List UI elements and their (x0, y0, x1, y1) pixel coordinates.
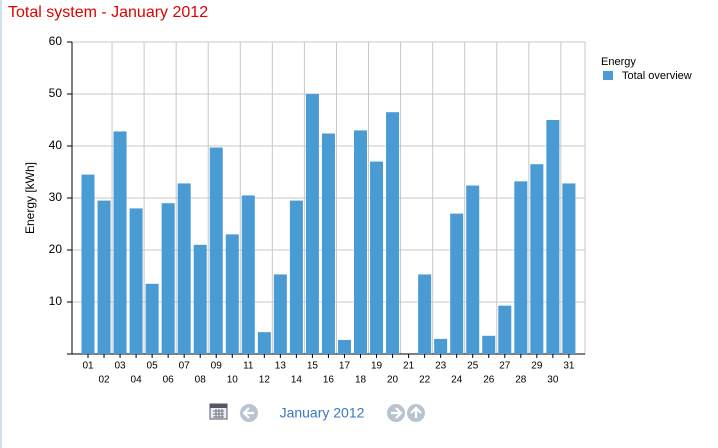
x-tick-label: 08 (195, 375, 207, 386)
y-tick-label: 10 (49, 294, 63, 308)
x-tick-label: 03 (114, 361, 126, 372)
bar (321, 133, 335, 354)
y-tick-label: 30 (49, 190, 63, 204)
x-tick-label: 17 (339, 361, 351, 372)
bar (161, 203, 175, 354)
bar (289, 200, 303, 354)
bar (546, 120, 560, 354)
bar (113, 131, 127, 354)
x-tick-label: 27 (499, 361, 511, 372)
x-tick-label: 18 (355, 375, 367, 386)
x-tick-label: 07 (179, 361, 191, 372)
navigation: January 2012 (209, 403, 425, 422)
bar (209, 147, 223, 354)
bar (257, 332, 271, 354)
bar (482, 335, 496, 354)
x-tick-label: 30 (547, 375, 559, 386)
x-tick-label: 26 (483, 375, 495, 386)
bar (193, 244, 207, 354)
bar (514, 181, 528, 354)
x-tick-label: 29 (531, 361, 543, 372)
bar (225, 234, 239, 354)
bar (145, 283, 159, 354)
x-tick-label: 15 (307, 361, 319, 372)
chart-title: Total system - January 2012 (8, 4, 208, 21)
left-border (0, 0, 2, 448)
bar (129, 208, 143, 354)
y-tick-label: 60 (49, 34, 63, 48)
x-tick-label: 04 (131, 375, 143, 386)
period-label: January 2012 (280, 405, 365, 421)
bar (562, 183, 576, 354)
x-tick-label: 20 (387, 375, 399, 386)
x-tick-label: 19 (371, 361, 383, 372)
bar (418, 274, 432, 354)
bar (241, 195, 255, 354)
x-tick-label: 06 (163, 375, 175, 386)
x-tick-label: 22 (419, 375, 431, 386)
bar (354, 130, 368, 354)
x-tick-label: 14 (291, 375, 303, 386)
previous-button[interactable] (240, 404, 258, 422)
x-tick-label: 05 (147, 361, 159, 372)
bar (434, 338, 448, 354)
bar (386, 112, 400, 354)
legend-label: Total overview (622, 70, 692, 82)
x-tick-label: 23 (435, 361, 447, 372)
x-tick-label: 11 (243, 361, 254, 372)
bar (81, 174, 95, 354)
x-tick-label: 13 (275, 361, 287, 372)
x-tick-label: 01 (82, 361, 94, 372)
up-button[interactable] (407, 404, 425, 422)
x-tick-label: 10 (227, 375, 239, 386)
legend-swatch (603, 71, 613, 80)
y-tick-label: 20 (49, 242, 63, 256)
x-tick-label: 16 (323, 375, 335, 386)
x-tick-label: 28 (515, 375, 527, 386)
next-button[interactable] (387, 404, 405, 422)
x-tick-label: 21 (403, 361, 415, 372)
y-axis-label: Energy [kWh] (23, 162, 37, 234)
bar (450, 213, 464, 354)
bar (305, 94, 319, 354)
x-tick-label: 12 (259, 375, 271, 386)
bar (337, 339, 351, 354)
bar (370, 161, 384, 354)
legend-title: Energy (601, 56, 636, 68)
x-tick-label: 25 (467, 361, 479, 372)
x-tick-label: 09 (211, 361, 223, 372)
x-tick-label: 31 (563, 361, 575, 372)
bar (466, 185, 480, 354)
calendar-button[interactable] (209, 403, 228, 420)
bar (498, 305, 512, 354)
x-tick-label: 24 (451, 375, 463, 386)
bar (530, 164, 544, 354)
bar (97, 200, 111, 354)
bar (177, 183, 191, 354)
y-tick-label: 40 (49, 138, 63, 152)
y-tick-label: 50 (49, 86, 63, 100)
x-tick-label: 02 (98, 375, 110, 386)
bar (273, 274, 287, 354)
